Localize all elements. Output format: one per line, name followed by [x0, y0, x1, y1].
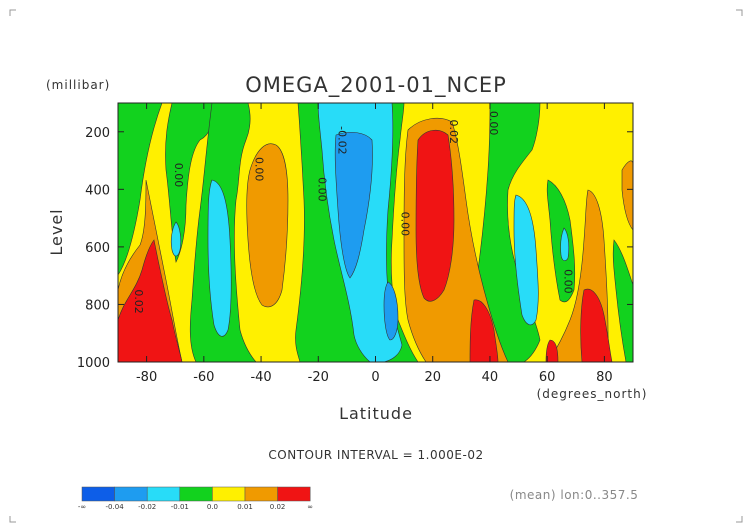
- x-tick-label: 0: [371, 370, 379, 385]
- crop-marks: [9, 9, 743, 523]
- legend-swatch: [114, 486, 148, 502]
- legend-swatch: [212, 486, 246, 502]
- legend-label: 0.01: [237, 503, 253, 511]
- x-tick-label: 20: [424, 370, 441, 385]
- contour-label: 0.02: [447, 120, 460, 145]
- color-legend: -∞ -0.04 -0.02 -0.01 0.0 0.01 0.02 ∞: [78, 486, 313, 511]
- x-tick-label: 60: [539, 370, 556, 385]
- legend-label: -0.04: [106, 503, 125, 511]
- legend-label: 0.0: [207, 503, 218, 511]
- x-tick-label: -40: [250, 370, 271, 385]
- x-tick-label: -20: [308, 370, 329, 385]
- x-tick-label: 40: [482, 370, 499, 385]
- legend-label: -∞: [78, 503, 86, 511]
- contour-label: 0.00: [172, 163, 185, 188]
- legend-swatch: [146, 486, 181, 502]
- mean-lon-footnote: (mean) lon:0..357.5: [510, 488, 639, 502]
- legend-swatch: [244, 486, 278, 502]
- legend-swatch: [179, 486, 213, 502]
- y-tick-label: 400: [85, 183, 110, 198]
- x-tick-label: 80: [596, 370, 613, 385]
- contour-fill: [118, 103, 633, 362]
- y-tick-label: 600: [85, 241, 110, 256]
- x-tick-label: -80: [136, 370, 157, 385]
- contour-label: 0.02: [132, 289, 145, 314]
- axis-ticks: -80 -60 -40 -20 0 20 40 60 80 200 400 600 800 1000: [77, 103, 633, 385]
- legend-swatch: [277, 486, 311, 502]
- chart-title: OMEGA_2001-01_NCEP: [245, 73, 507, 98]
- y-tick-label: 800: [85, 298, 110, 313]
- legend-label: -0.01: [171, 503, 189, 511]
- contour-label: 0.00: [487, 111, 500, 135]
- contour-label: -0.02: [335, 126, 348, 154]
- contour-label: 0.00: [315, 177, 328, 202]
- contour-label: 0.00: [398, 212, 411, 237]
- y-axis-label: Level: [47, 208, 66, 255]
- contour-interval-text: CONTOUR INTERVAL = 1.000E-02: [268, 448, 483, 462]
- x-axis-label: Latitude: [339, 404, 413, 423]
- legend-swatch: [81, 486, 115, 502]
- contour-labels: 0.00 0.00 0.00 -0.02 0.00 0.02 0.00 0.00 0.02: [132, 111, 574, 314]
- y-unit-label: (millibar): [46, 78, 110, 92]
- legend-label: ∞: [307, 503, 313, 511]
- x-tick-label: -60: [193, 370, 214, 385]
- x-axis-unit: (degrees_north): [537, 387, 648, 401]
- y-tick-label: 1000: [77, 356, 110, 371]
- y-tick-label: 200: [85, 126, 110, 141]
- legend-label: -0.02: [138, 503, 156, 511]
- contour-label: 0.00: [561, 269, 574, 294]
- legend-label: 0.02: [270, 503, 286, 511]
- contour-label: 0.00: [252, 157, 265, 182]
